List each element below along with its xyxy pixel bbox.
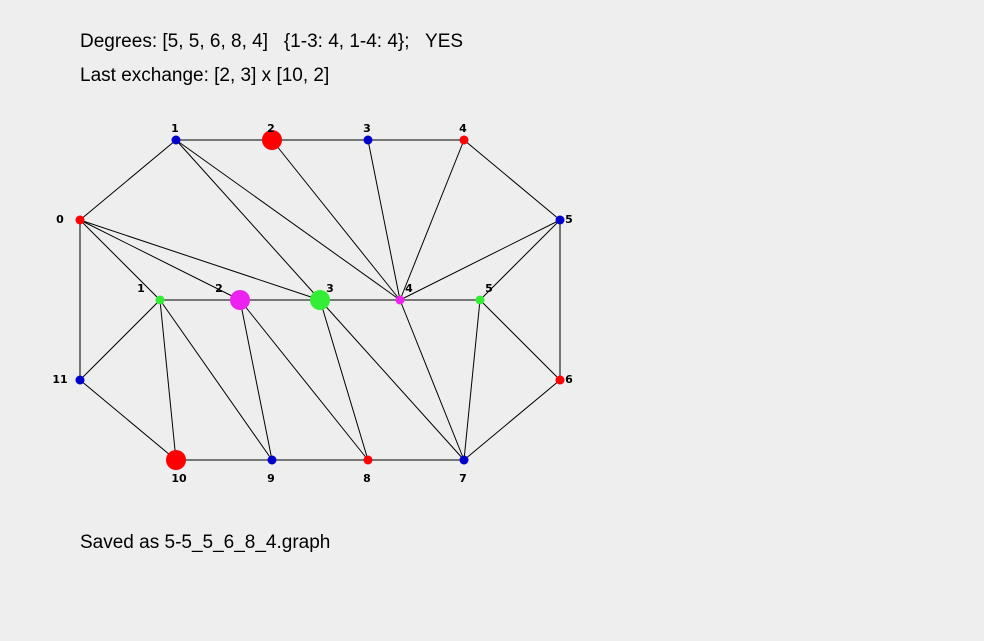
graph-edge bbox=[367, 139, 401, 301]
inner-vertex-3[interactable] bbox=[310, 290, 330, 310]
graph-edge bbox=[463, 379, 561, 461]
graph-edge bbox=[319, 299, 465, 461]
outer-vertex-8[interactable] bbox=[363, 455, 373, 465]
inner-vertex-2[interactable] bbox=[230, 290, 250, 310]
outer-vertex-label-0: 0 bbox=[56, 213, 64, 226]
graph-edge bbox=[79, 139, 177, 221]
graph-edges bbox=[79, 139, 561, 461]
outer-vertex-11[interactable] bbox=[75, 375, 85, 385]
outer-vertex-5[interactable] bbox=[555, 215, 565, 225]
graph-edge bbox=[79, 379, 177, 461]
outer-vertex-9[interactable] bbox=[267, 455, 277, 465]
outer-vertex-label-6: 6 bbox=[565, 373, 573, 386]
degrees-summary: Degrees: [5, 5, 6, 8, 4] {1-3: 4, 1-4: 4… bbox=[80, 31, 464, 52]
graph-edge bbox=[399, 139, 465, 301]
saved-status: Saved as 5-5_5_6_8_4.graph bbox=[80, 532, 331, 553]
outer-vertex-2[interactable] bbox=[262, 130, 282, 150]
inner-vertex-4[interactable] bbox=[395, 295, 405, 305]
outer-vertex-label-10: 10 bbox=[171, 472, 187, 485]
graph-edge bbox=[463, 299, 481, 461]
outer-vertex-0[interactable] bbox=[75, 215, 85, 225]
graph-edge bbox=[79, 219, 161, 301]
inner-vertex-5[interactable] bbox=[475, 295, 485, 305]
inner-vertex-label-1: 1 bbox=[137, 282, 145, 295]
outer-vertex-6[interactable] bbox=[555, 375, 565, 385]
graph-edge bbox=[399, 219, 561, 301]
graph-edge bbox=[319, 299, 369, 461]
graph-edge bbox=[175, 139, 321, 301]
outer-vertex-4[interactable] bbox=[459, 135, 469, 145]
outer-vertex-label-5: 5 bbox=[565, 213, 573, 226]
graph-edge bbox=[399, 299, 465, 461]
graph-edge bbox=[79, 219, 321, 301]
graph-edge bbox=[239, 299, 369, 461]
outer-vertex-1[interactable] bbox=[171, 135, 181, 145]
graph-vertices bbox=[75, 130, 565, 470]
graph-edge bbox=[463, 139, 561, 221]
graph-edge bbox=[271, 139, 401, 301]
outer-vertex-label-8: 8 bbox=[363, 472, 371, 485]
graph-edge bbox=[159, 299, 177, 461]
graph-edge bbox=[479, 299, 561, 381]
graph-edge bbox=[175, 139, 401, 301]
outer-vertex-label-4: 4 bbox=[459, 122, 467, 135]
outer-vertex-label-7: 7 bbox=[459, 472, 467, 485]
graph-edge bbox=[159, 299, 273, 461]
outer-vertex-7[interactable] bbox=[459, 455, 469, 465]
inner-vertex-label-5: 5 bbox=[485, 282, 493, 295]
graph-edge bbox=[79, 219, 241, 301]
inner-vertex-label-3: 3 bbox=[326, 282, 334, 295]
outer-vertex-label-1: 1 bbox=[171, 122, 179, 135]
graph-edge bbox=[79, 299, 161, 381]
inner-vertex-label-4: 4 bbox=[405, 282, 413, 295]
outer-vertex-label-3: 3 bbox=[363, 122, 371, 135]
inner-vertex-label-2: 2 bbox=[215, 282, 223, 295]
outer-vertex-3[interactable] bbox=[363, 135, 373, 145]
graph-edge bbox=[479, 219, 561, 301]
outer-vertex-label-2: 2 bbox=[267, 122, 275, 135]
last-exchange-text: Last exchange: [2, 3] x [10, 2] bbox=[80, 65, 330, 86]
inner-vertex-1[interactable] bbox=[155, 295, 165, 305]
outer-vertex-10[interactable] bbox=[166, 450, 186, 470]
outer-vertex-label-9: 9 bbox=[267, 472, 275, 485]
graph-edge bbox=[239, 299, 273, 461]
outer-vertex-label-11: 11 bbox=[52, 373, 67, 386]
